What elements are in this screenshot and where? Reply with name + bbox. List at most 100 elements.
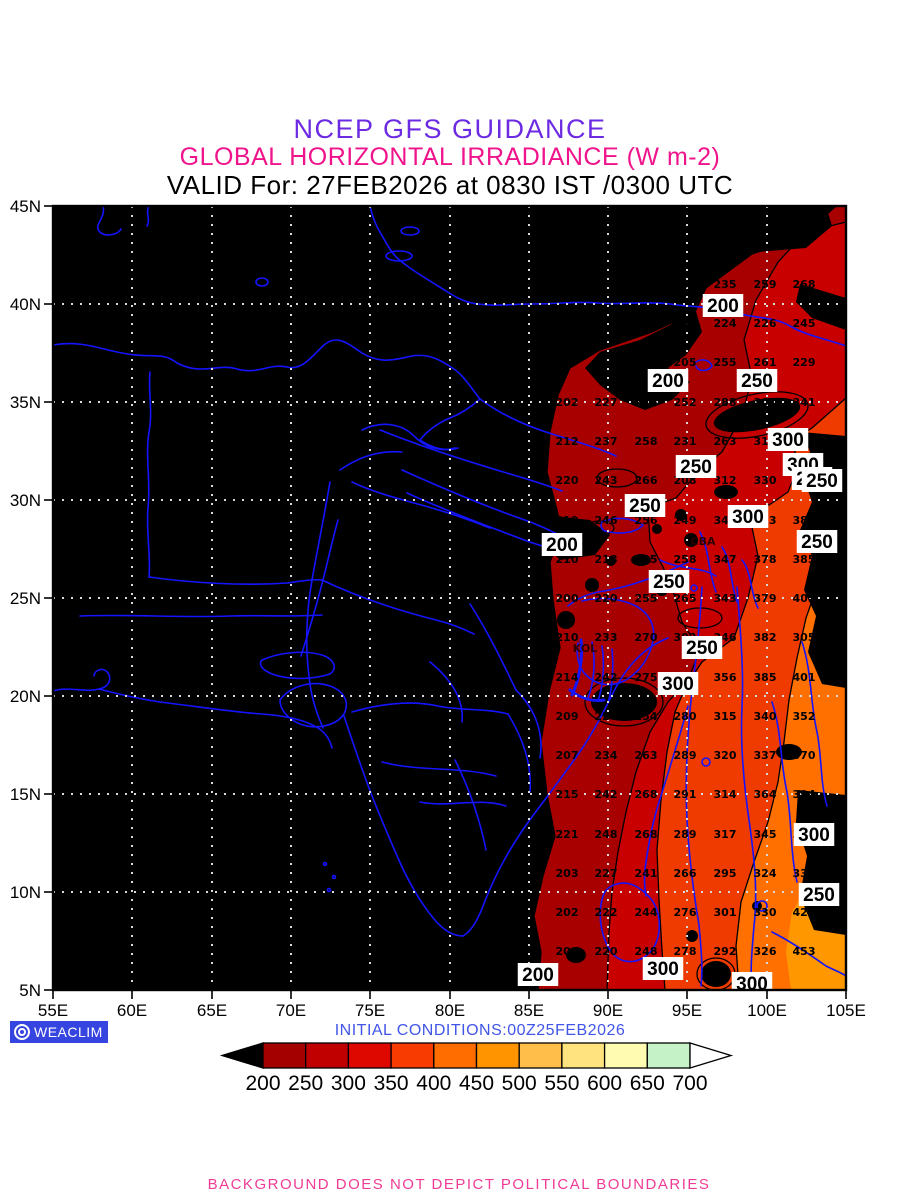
svg-text:453: 453 — [793, 945, 816, 958]
svg-text:405: 405 — [793, 592, 816, 605]
svg-text:338: 338 — [793, 867, 816, 880]
svg-text:259: 259 — [754, 278, 777, 291]
svg-text:450: 450 — [459, 1072, 494, 1095]
svg-text:255: 255 — [635, 592, 658, 605]
svg-text:75E: 75E — [355, 1001, 385, 1020]
caspian-coast — [97, 205, 150, 236]
svg-text:600: 600 — [587, 1072, 622, 1095]
svg-text:258: 258 — [674, 553, 697, 566]
title-model: NCEP GFS GUIDANCE — [293, 114, 607, 144]
svg-text:100E: 100E — [747, 1001, 787, 1020]
svg-text:250: 250 — [806, 471, 838, 492]
svg-text:263: 263 — [635, 749, 658, 762]
svg-text:250: 250 — [686, 638, 718, 659]
svg-text:220: 220 — [595, 945, 618, 958]
svg-text:291: 291 — [674, 788, 697, 801]
svg-text:70E: 70E — [276, 1001, 306, 1020]
svg-text:250: 250 — [288, 1072, 323, 1095]
svg-text:270: 270 — [635, 631, 658, 644]
svg-text:250: 250 — [801, 532, 833, 553]
svg-text:295: 295 — [714, 867, 737, 880]
svg-text:317: 317 — [714, 828, 737, 841]
svg-text:300: 300 — [732, 507, 764, 528]
svg-text:234: 234 — [595, 749, 618, 762]
svg-text:330: 330 — [754, 906, 777, 919]
sri-lanka-coast — [599, 882, 661, 963]
svg-text:85E: 85E — [514, 1001, 544, 1020]
svg-text:275: 275 — [635, 671, 658, 684]
svg-text:400: 400 — [416, 1072, 451, 1095]
svg-text:330: 330 — [754, 474, 777, 487]
svg-text:80E: 80E — [435, 1001, 465, 1020]
svg-text:220: 220 — [556, 474, 579, 487]
svg-text:CBA: CBA — [691, 535, 716, 548]
svg-text:45N: 45N — [10, 197, 41, 216]
svg-text:210: 210 — [556, 553, 579, 566]
svg-text:345: 345 — [754, 828, 777, 841]
svg-text:305: 305 — [793, 631, 816, 644]
svg-text:200: 200 — [707, 296, 739, 317]
svg-text:289: 289 — [674, 749, 697, 762]
india-west-coast — [343, 715, 464, 937]
city-labels: KOL CBA — [573, 535, 716, 655]
svg-text:244: 244 — [635, 906, 658, 919]
svg-text:200: 200 — [522, 965, 554, 986]
svg-text:288: 288 — [714, 396, 737, 409]
svg-text:382: 382 — [754, 631, 777, 644]
disclaimer-text: BACKGROUND DOES NOT DEPICT POLITICAL BOU… — [207, 1176, 711, 1193]
weaclim-logo-icon — [14, 1024, 30, 1040]
svg-text:250: 250 — [741, 371, 773, 392]
svg-text:261: 261 — [754, 356, 777, 369]
svg-text:231: 231 — [674, 435, 697, 448]
weaclim-logo-text: WEACLIM — [34, 1024, 103, 1040]
svg-text:337: 337 — [754, 749, 777, 762]
svg-text:268: 268 — [635, 788, 658, 801]
title-valid-time: VALID For: 27FEB2026 at 0830 IST /0300 U… — [166, 170, 734, 200]
svg-text:200: 200 — [245, 1072, 280, 1095]
svg-text:207: 207 — [556, 749, 579, 762]
svg-text:300: 300 — [647, 959, 679, 980]
svg-text:15N: 15N — [10, 785, 41, 804]
svg-text:289: 289 — [674, 828, 697, 841]
svg-text:280: 280 — [674, 710, 697, 723]
svg-text:300: 300 — [662, 674, 694, 695]
svg-text:266: 266 — [674, 867, 697, 880]
svg-text:278: 278 — [674, 945, 697, 958]
svg-text:233: 233 — [595, 631, 618, 644]
svg-text:205: 205 — [674, 356, 697, 369]
svg-text:224: 224 — [714, 317, 737, 330]
colorbar: 200 250 300 350 400 450 500 550 600 650 700 — [219, 1042, 734, 1095]
svg-text:226: 226 — [754, 317, 777, 330]
svg-text:250: 250 — [803, 885, 835, 906]
svg-text:352: 352 — [793, 710, 816, 723]
svg-text:209: 209 — [556, 710, 579, 723]
svg-text:235: 235 — [714, 278, 737, 291]
initial-conditions-text: INITIAL CONDITIONS:00Z25FEB2026 — [334, 1022, 626, 1039]
salween-river — [736, 586, 757, 987]
central-asia-border — [369, 205, 847, 347]
svg-text:364: 364 — [754, 788, 777, 801]
svg-text:35N: 35N — [10, 393, 41, 412]
svg-text:315: 315 — [714, 710, 737, 723]
svg-text:252: 252 — [674, 396, 697, 409]
svg-text:237: 237 — [595, 435, 618, 448]
svg-text:650: 650 — [630, 1072, 665, 1095]
svg-text:249: 249 — [674, 514, 697, 527]
svg-text:258: 258 — [635, 435, 658, 448]
svg-text:245: 245 — [635, 553, 658, 566]
svg-text:221: 221 — [556, 828, 579, 841]
graticule — [53, 206, 846, 990]
svg-text:65E: 65E — [197, 1001, 227, 1020]
svg-text:224: 224 — [595, 710, 618, 723]
svg-text:210: 210 — [556, 631, 579, 644]
svg-text:200: 200 — [556, 592, 579, 605]
svg-text:105E: 105E — [826, 1001, 866, 1020]
svg-text:401: 401 — [793, 671, 816, 684]
kathiawar-coast — [279, 682, 348, 728]
svg-text:95E: 95E — [672, 1001, 702, 1020]
svg-text:202: 202 — [556, 906, 579, 919]
geography-lines — [52, 205, 847, 987]
svg-text:268: 268 — [635, 828, 658, 841]
